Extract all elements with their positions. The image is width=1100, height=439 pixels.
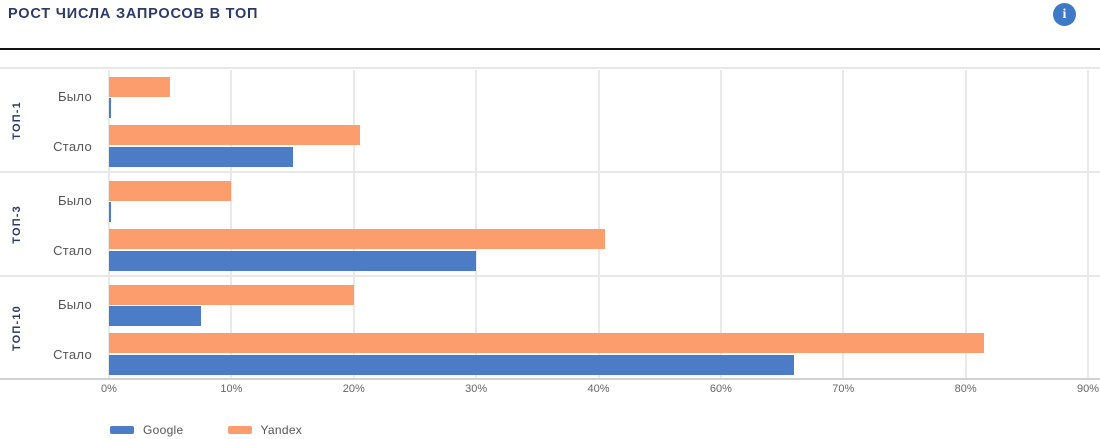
gridline — [964, 70, 967, 378]
bar-google[interactable] — [109, 201, 112, 222]
bar-yandex[interactable] — [109, 285, 354, 305]
bar-google[interactable] — [109, 251, 477, 271]
header-divider — [0, 48, 1100, 50]
x-axis-line — [0, 378, 1100, 380]
group-separator-line — [0, 67, 1100, 69]
gridline — [1087, 70, 1089, 378]
x-axis: 0% 10% 20% 30% 40% 60% 70% 80% 90% — [101, 383, 1099, 399]
gridline — [842, 70, 845, 378]
gridline — [719, 70, 722, 378]
yandex-swatch-icon — [227, 426, 252, 434]
row-label: Было — [57, 89, 92, 104]
group-label-text: ТОП-1 — [11, 100, 23, 140]
legend-item-google[interactable]: Google — [110, 423, 184, 437]
bar-yandex[interactable] — [109, 229, 605, 249]
plot-area — [108, 68, 1089, 380]
bar-yandex[interactable] — [109, 125, 360, 145]
legend-item-yandex[interactable]: Yandex — [227, 423, 303, 437]
x-axis-tick-label: 20% — [342, 383, 365, 395]
legend: Google Yandex — [110, 423, 302, 437]
bar-google[interactable] — [109, 355, 795, 375]
group-separator-line — [0, 275, 1100, 277]
bar-chart: ТОП-1 Было Стало ТОП-3 Было Стало ТОП-10 Было Ст… — [0, 67, 1100, 380]
x-axis-tick-label: 90% — [1076, 383, 1100, 395]
row-label: Стало — [53, 139, 92, 154]
group-label-text: ТОП-3 — [11, 204, 23, 244]
bar-yandex[interactable] — [109, 77, 171, 97]
x-axis-tick-label: 70% — [832, 383, 855, 395]
bar-yandex[interactable] — [109, 333, 984, 353]
x-axis-tick-label: 80% — [954, 383, 977, 395]
page-title: РОСТ ЧИСЛА ЗАПРОСОВ В ТОП — [8, 6, 259, 22]
gridline — [108, 70, 110, 378]
gridline — [352, 70, 355, 378]
x-axis-tick-label: 40% — [587, 383, 610, 395]
group-separator-line — [0, 171, 1100, 173]
x-axis-tick-label: 0% — [101, 383, 117, 395]
gridline — [230, 70, 233, 378]
gridline — [475, 70, 478, 378]
bar-google[interactable] — [109, 305, 201, 326]
gridline — [597, 70, 600, 378]
bar-yandex[interactable] — [109, 181, 232, 201]
legend-label: Google — [143, 423, 184, 437]
bar-google[interactable] — [109, 147, 293, 167]
bar-google[interactable] — [109, 97, 112, 118]
row-label: Стало — [53, 347, 92, 362]
row-label: Было — [57, 193, 92, 208]
x-axis-tick-label: 10% — [220, 383, 243, 395]
row-label: Было — [57, 297, 92, 312]
row-label: Стало — [53, 243, 92, 258]
info-icon[interactable]: i — [1053, 3, 1076, 26]
x-axis-tick-label: 30% — [465, 383, 488, 395]
google-swatch-icon — [110, 426, 134, 434]
x-axis-tick-label: 60% — [709, 383, 732, 395]
legend-label: Yandex — [260, 423, 303, 437]
group-label-1: ТОП-1 — [4, 68, 30, 172]
group-label-3: ТОП-10 — [4, 276, 30, 380]
group-label-2: ТОП-3 — [4, 172, 30, 276]
